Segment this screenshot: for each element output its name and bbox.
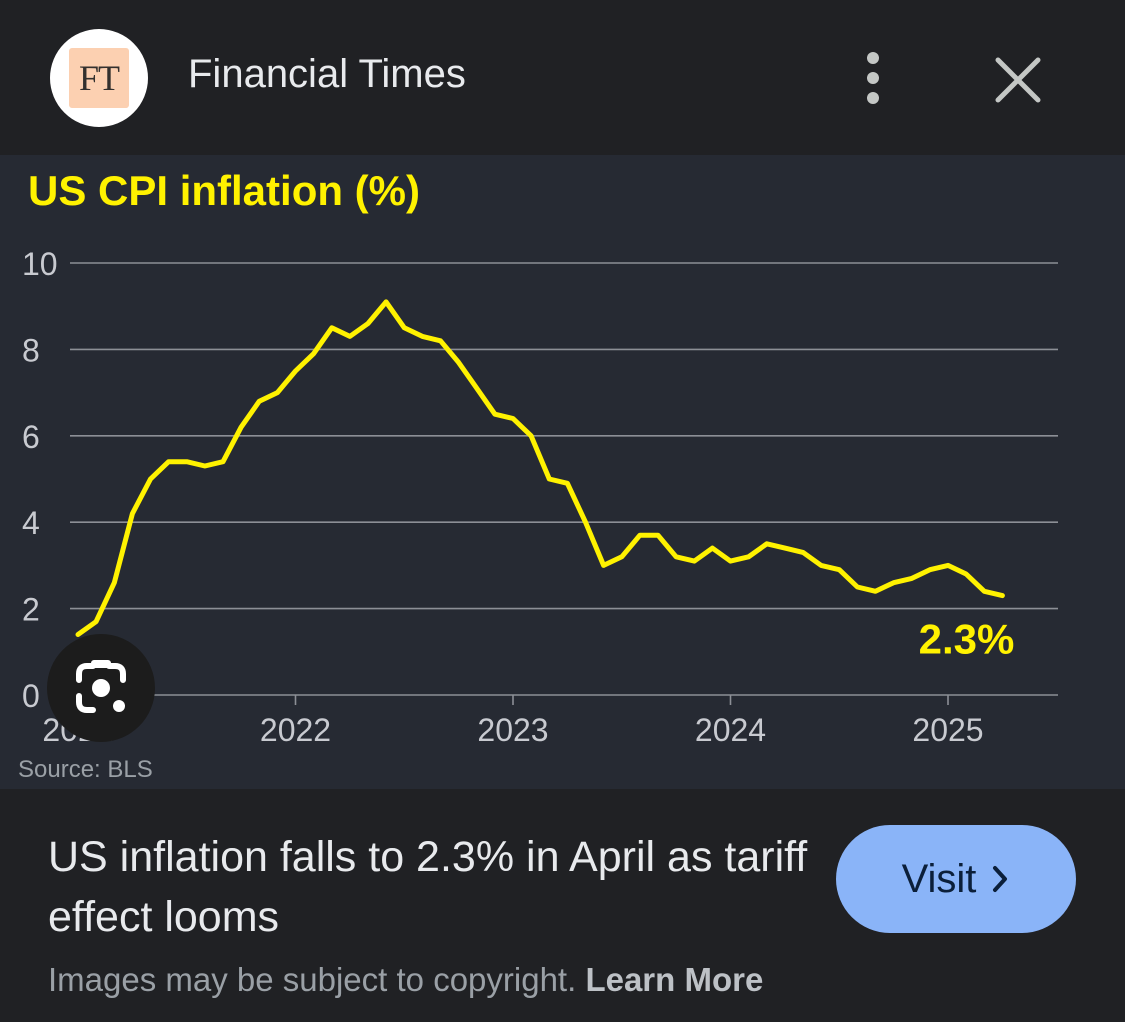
result-footer: US inflation falls to 2.3% in April as t… [0,789,1125,1022]
google-lens-icon [76,660,126,713]
x-tick-label: 2023 [477,712,548,748]
y-tick-label: 10 [22,246,58,282]
chart-source: Source: BLS [18,756,153,783]
header-bar: FT Financial Times [0,0,1125,155]
visit-button[interactable]: Visit [836,825,1076,933]
y-tick-label: 2 [22,592,40,628]
chevron-right-icon [993,866,1008,892]
more-vert-icon [867,52,879,64]
y-tick-label: 4 [22,505,40,541]
copyright-text: Images may be subject to copyright. [48,961,577,998]
visit-button-label: Visit [901,856,977,901]
chart-title: US CPI inflation (%) [28,167,420,214]
article-headline[interactable]: US inflation falls to 2.3% in April as t… [48,833,808,941]
copyright-notice: Images may be subject to copyright. Lear… [48,961,763,999]
close-icon [995,57,1041,103]
cpi-series-line [75,299,1005,637]
source-name[interactable]: Financial Times [188,52,466,96]
latest-value-annotation: 2.3% [919,616,1015,663]
x-tick-label: 2022 [260,712,331,748]
y-tick-label: 0 [22,678,40,714]
x-tick-label: 2025 [912,712,983,748]
learn-more-link[interactable]: Learn More [585,961,764,998]
cpi-line-chart: 0246810202120222023202420252.3%Source: B… [18,246,1058,783]
more-vert-icon-dot [867,92,879,104]
more-vert-icon-dot [867,72,879,84]
source-logo[interactable]: FT [50,29,148,127]
x-tick-label: 2024 [695,712,766,748]
close-button[interactable] [990,52,1046,108]
y-tick-label: 6 [22,419,40,455]
more-options-button[interactable] [852,52,894,104]
google-lens-button[interactable] [47,634,155,742]
chart-image[interactable]: US CPI inflation (%) 0246810202120222023… [0,155,1125,789]
ft-logo-mark: FT [69,48,129,108]
y-tick-label: 8 [22,332,40,368]
